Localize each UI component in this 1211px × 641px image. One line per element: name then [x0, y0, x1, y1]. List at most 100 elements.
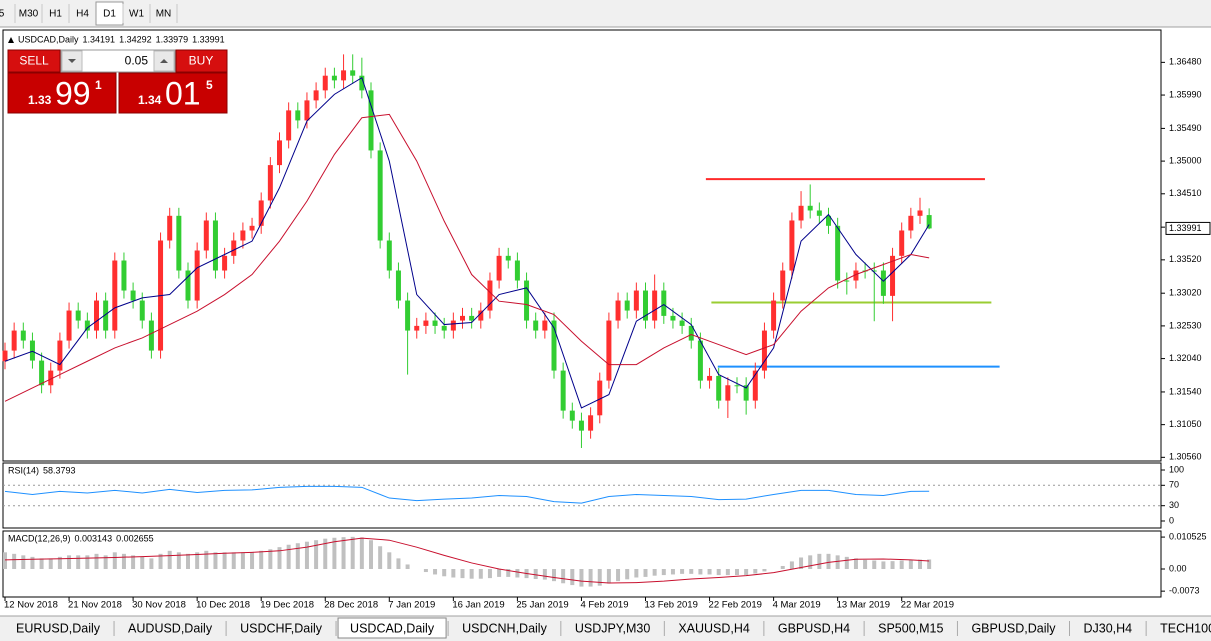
tab[interactable]: SP500,M15 [866, 618, 958, 638]
macd-bar [606, 569, 611, 584]
candle-body [643, 290, 648, 321]
candle-body [716, 375, 722, 401]
candle-body [752, 370, 758, 401]
toolbar-bg [0, 0, 1211, 27]
bid-pips: 99 [55, 75, 91, 111]
candle-body [212, 220, 218, 271]
candle-body [2, 350, 8, 362]
buy-button[interactable] [175, 49, 228, 73]
macd-bar [433, 569, 438, 575]
macd-bar [460, 569, 465, 579]
macd-bar [918, 559, 922, 570]
tab[interactable]: EURUSD,Daily [4, 618, 115, 638]
candle-body [798, 205, 804, 221]
macd-bar [927, 559, 932, 570]
ask-box[interactable] [118, 72, 228, 114]
tab[interactable]: USDJPY,M30 [563, 618, 665, 638]
candle-body [926, 215, 932, 229]
candle-body [203, 220, 209, 251]
tab[interactable]: GBPUSD,Daily [959, 618, 1070, 638]
macd-bar [872, 560, 877, 570]
x-tick-label: 4 Feb 2019 [580, 600, 628, 611]
candle-body [66, 310, 72, 341]
tab[interactable]: USDCNH,Daily [450, 618, 562, 638]
candle-body [331, 75, 337, 81]
macd-bar [853, 558, 858, 570]
candle-body [112, 260, 118, 331]
timeframe[interactable]: MN [156, 9, 172, 20]
x-tick-label: 7 Jan 2019 [388, 600, 435, 611]
tab[interactable]: DJ30,H4 [1072, 618, 1147, 638]
macd-bar [680, 569, 685, 574]
timeframe[interactable]: H4 [76, 9, 89, 20]
macd-bar [689, 569, 694, 574]
macd-bar [30, 556, 35, 570]
y-tick-label: 1.35990 [1169, 89, 1202, 99]
candle-body [734, 385, 740, 387]
macd-bar [21, 555, 26, 570]
candle-body [551, 320, 557, 371]
candle-body [405, 300, 411, 331]
price-marker-label: 1.33991 [1169, 223, 1202, 233]
buy-label: BUY [189, 54, 214, 68]
macd-bar [222, 552, 227, 570]
rsi-value: 58.3793 [43, 465, 76, 475]
ohlc-high: 1.34292 [119, 34, 152, 44]
sell-button[interactable] [7, 49, 61, 73]
y-tick-label: 1.36480 [1169, 57, 1202, 67]
candle-body [194, 250, 200, 301]
ohlc-close: 1.33991 [192, 34, 225, 44]
bid-box[interactable] [7, 72, 117, 114]
candle-body [313, 90, 319, 101]
tab[interactable]: XAUUSD,H4 [666, 618, 765, 638]
ask-pips: 01 [165, 75, 201, 111]
candle-body [725, 385, 731, 401]
timeframe[interactable]: W1 [129, 9, 144, 20]
tab[interactable]: TECH100,H1 [1148, 618, 1211, 638]
macd-bar [176, 552, 181, 570]
candle-body [414, 325, 420, 331]
timeframe[interactable]: D1 [103, 9, 116, 20]
tab[interactable]: USDCHF,Daily [228, 618, 337, 638]
macd-bar [12, 553, 17, 570]
ask-point: 5 [206, 78, 213, 92]
x-tick-label: 10 Dec 2018 [196, 600, 250, 611]
macd-bar [625, 569, 630, 580]
ohlc-low: 1.33979 [156, 34, 189, 44]
tab[interactable]: AUDUSD,Daily [116, 618, 227, 638]
y-tick-label: 1.31540 [1169, 386, 1202, 396]
candle-body [688, 325, 694, 341]
macd-bar [268, 549, 273, 570]
candle-body [633, 290, 639, 311]
candle-body [908, 215, 914, 231]
macd-bar [478, 569, 483, 579]
timeframe[interactable]: H1 [49, 9, 62, 20]
tabbar-bg [0, 616, 1211, 641]
x-tick-label: 30 Nov 2018 [132, 600, 186, 611]
macd-bar [250, 552, 255, 570]
timeframe[interactable]: 5 [0, 9, 5, 20]
candle-body [816, 210, 822, 216]
candle-body [94, 300, 99, 331]
macd-bar [616, 569, 621, 582]
macd-bar [789, 561, 794, 570]
x-tick-label: 19 Dec 2018 [260, 600, 314, 611]
timeframe[interactable]: M30 [19, 9, 39, 20]
macd-bar [908, 559, 913, 570]
macd-bar [140, 556, 145, 570]
macd-bar [561, 569, 566, 584]
macd-bar [442, 569, 447, 577]
macd-bar [295, 543, 300, 570]
macd-bar [597, 569, 602, 586]
signal-value: 0.002655 [116, 533, 154, 543]
tab[interactable]: GBPUSD,H4 [766, 618, 865, 638]
macd-bar [378, 546, 383, 570]
tab-label: AUDUSD,Daily [128, 621, 213, 635]
lot-input[interactable] [60, 49, 176, 73]
candle-body [789, 220, 795, 271]
macd-bar [423, 569, 428, 573]
macd-bar [579, 569, 584, 587]
candle-body [231, 240, 237, 256]
macd-bar [753, 569, 758, 574]
tab[interactable]: USDCAD,Daily [337, 617, 449, 639]
